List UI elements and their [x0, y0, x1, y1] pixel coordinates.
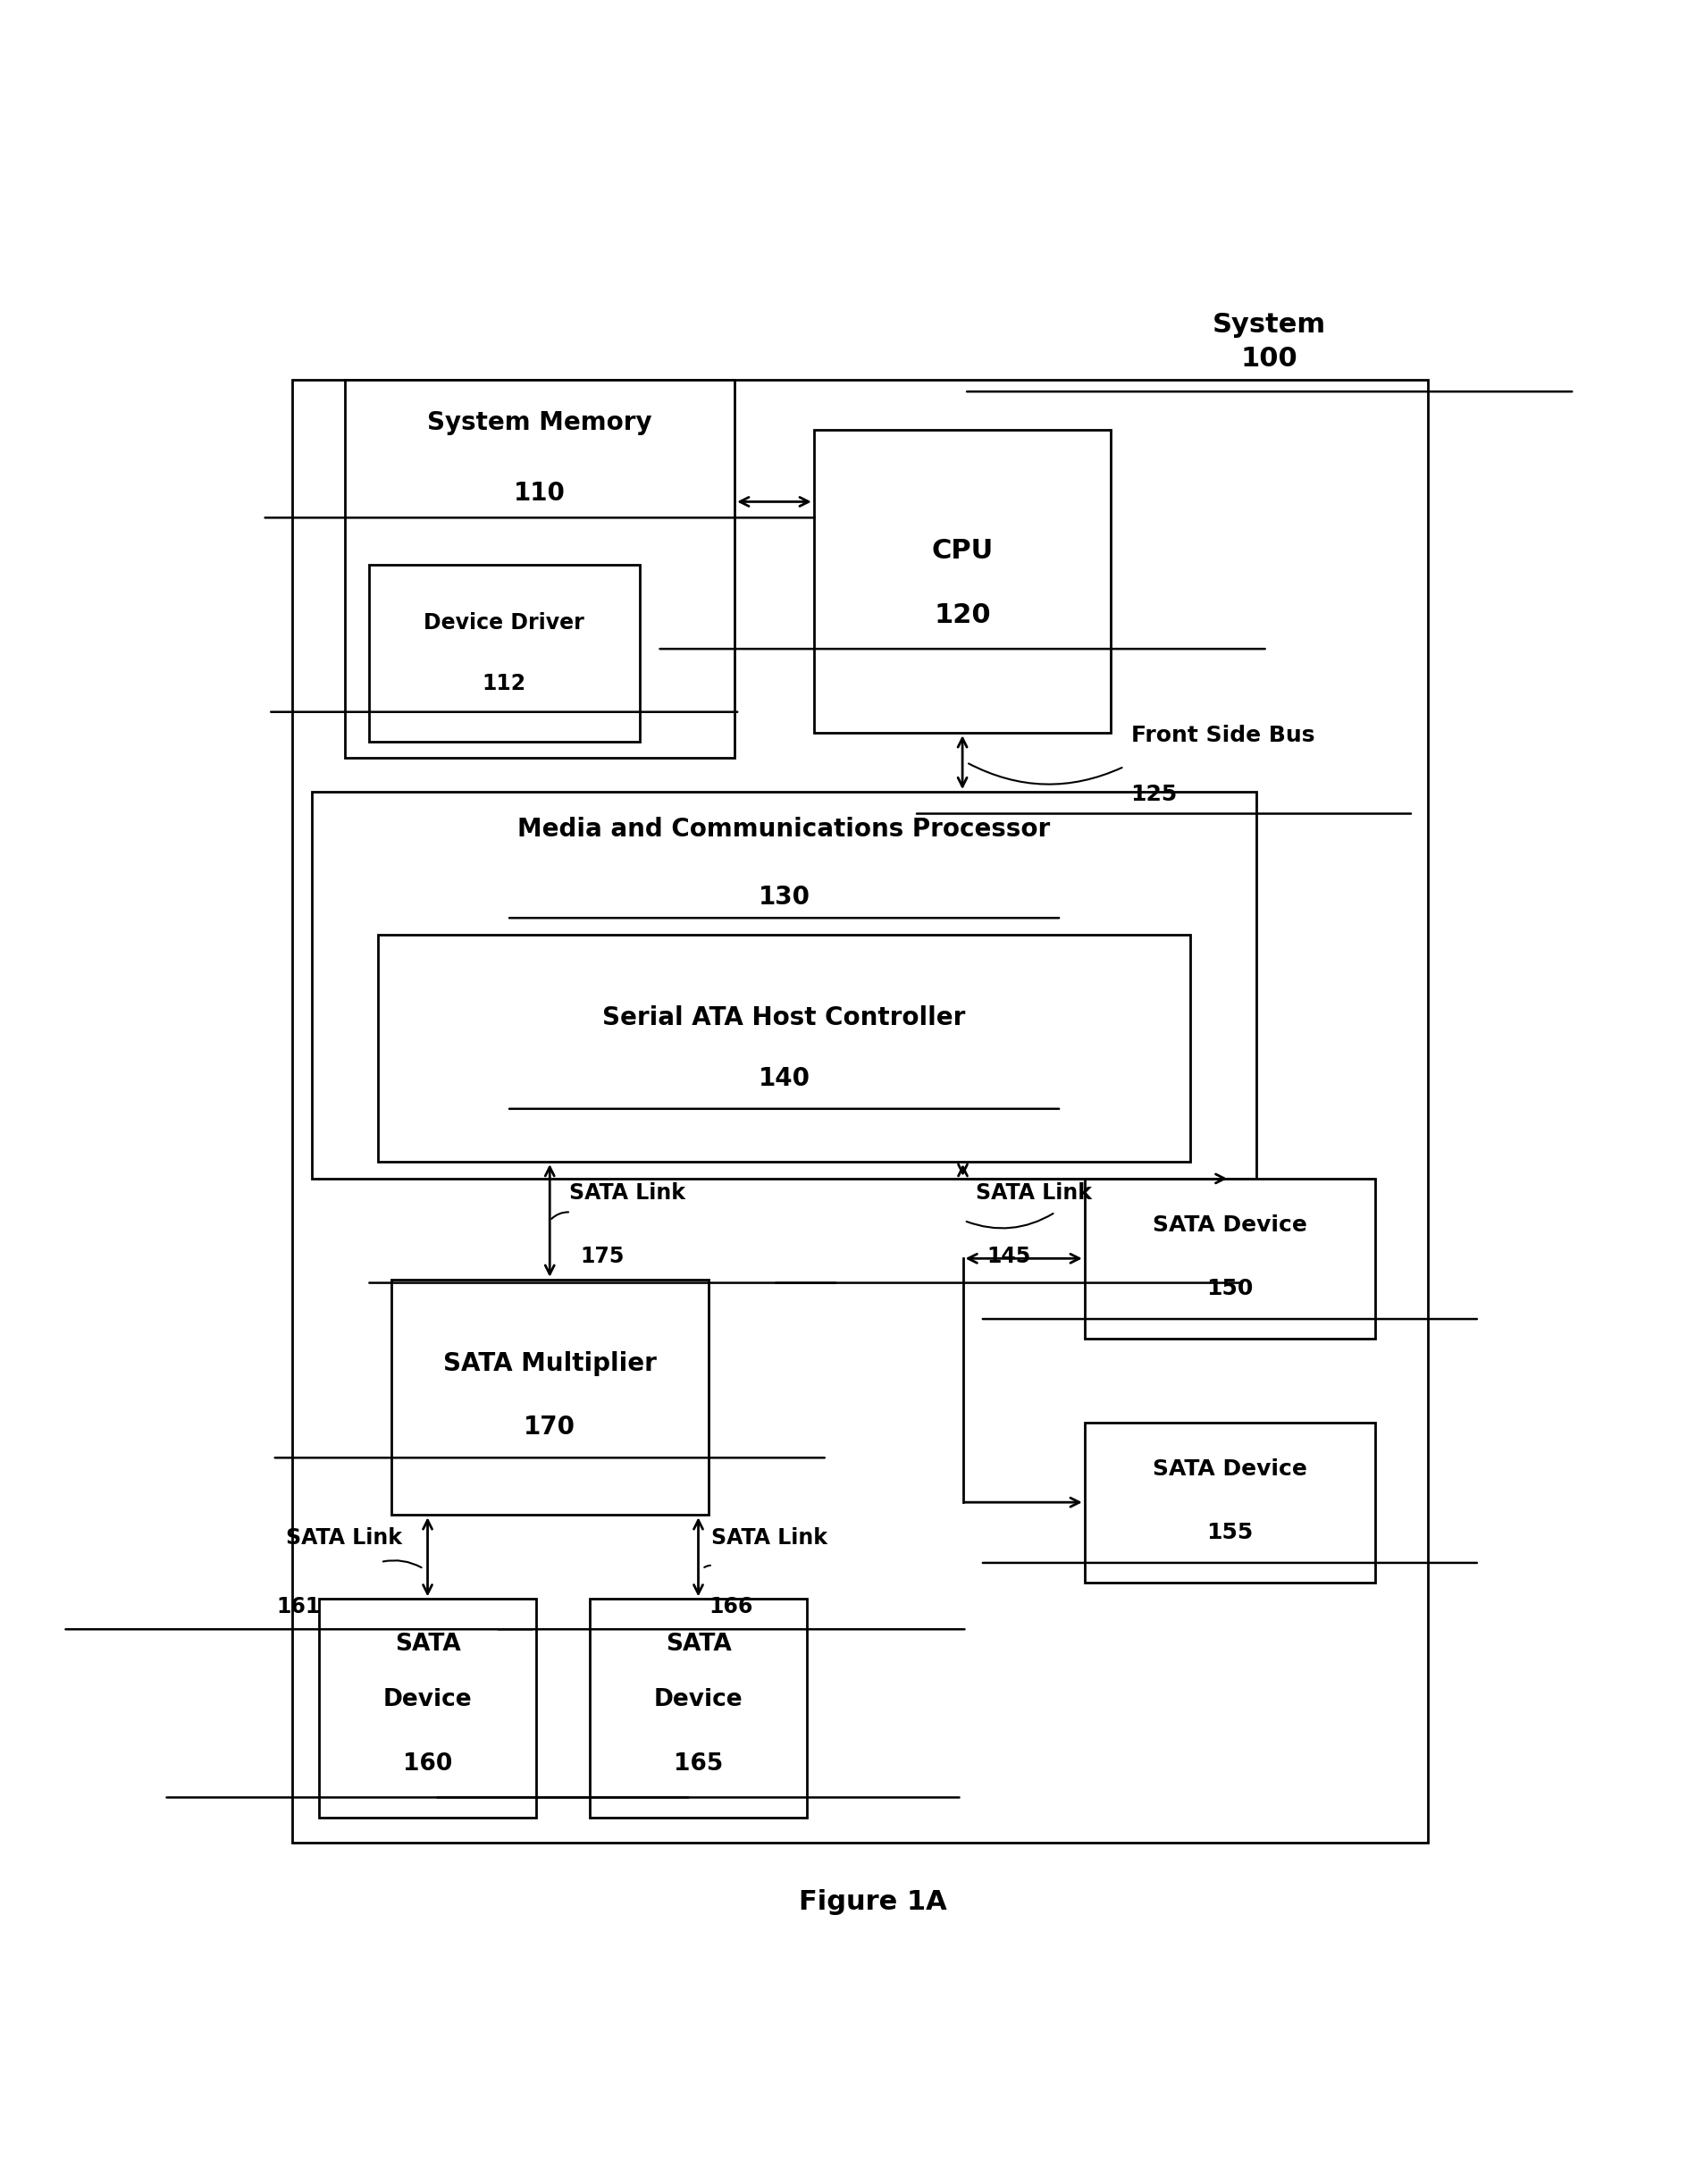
Bar	[344, 380, 734, 758]
Text: CPU: CPU	[932, 539, 993, 563]
Text: 140: 140	[758, 1066, 809, 1092]
Text: 175: 175	[581, 1245, 625, 1267]
Text: 100: 100	[1241, 347, 1298, 371]
Text: Media and Communications Processor: Media and Communications Processor	[518, 817, 1051, 843]
Bar	[1084, 1179, 1375, 1339]
Text: SATA Device: SATA Device	[1152, 1459, 1307, 1479]
Bar	[815, 430, 1111, 734]
Text: 166: 166	[709, 1597, 753, 1616]
Text: SATA: SATA	[395, 1634, 460, 1655]
Text: Device Driver: Device Driver	[424, 612, 584, 633]
Text: SATA Link: SATA Link	[712, 1527, 828, 1548]
Text: SATA Link: SATA Link	[286, 1527, 402, 1548]
Bar	[590, 1599, 808, 1817]
Text: 160: 160	[402, 1752, 452, 1776]
Bar	[378, 935, 1189, 1162]
Bar	[293, 380, 1428, 1843]
Bar	[1084, 1422, 1375, 1581]
Bar	[392, 1280, 709, 1516]
Bar	[368, 566, 639, 740]
Text: SATA Link: SATA Link	[976, 1182, 1092, 1203]
Text: Device: Device	[383, 1688, 472, 1712]
Text: Front Side Bus: Front Side Bus	[1131, 725, 1314, 747]
Text: 165: 165	[673, 1752, 722, 1776]
Bar	[319, 1599, 537, 1817]
Text: 145: 145	[987, 1245, 1031, 1267]
Text: Figure 1A: Figure 1A	[799, 1889, 947, 1915]
Text: SATA Link: SATA Link	[569, 1182, 685, 1203]
Text: 120: 120	[934, 603, 990, 629]
Text: 125: 125	[1131, 784, 1177, 806]
Text: 110: 110	[515, 480, 566, 507]
Text: 155: 155	[1206, 1522, 1252, 1544]
Text: SATA: SATA	[665, 1634, 731, 1655]
Text: 112: 112	[482, 673, 527, 695]
Text: System Memory: System Memory	[428, 411, 653, 435]
Text: SATA Multiplier: SATA Multiplier	[443, 1352, 656, 1376]
Text: 130: 130	[758, 885, 809, 909]
Text: 161: 161	[276, 1597, 320, 1616]
Text: Serial ATA Host Controller: Serial ATA Host Controller	[603, 1005, 966, 1031]
Text: System: System	[1213, 312, 1326, 339]
Text: SATA Device: SATA Device	[1152, 1214, 1307, 1236]
Bar	[312, 793, 1256, 1179]
Text: Device: Device	[654, 1688, 743, 1712]
Text: 150: 150	[1206, 1278, 1252, 1299]
Text: 170: 170	[523, 1415, 576, 1439]
